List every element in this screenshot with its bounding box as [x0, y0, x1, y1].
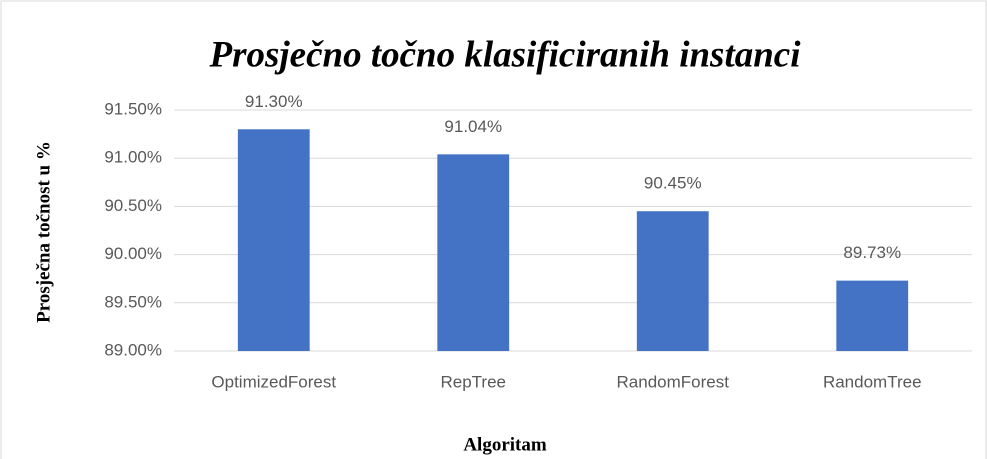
x-tick-label: OptimizedForest — [211, 372, 336, 391]
bar — [437, 154, 510, 351]
x-tick-label: RandomTree — [823, 372, 922, 391]
chart-title: Prosječno točno klasificiranih instanci — [208, 34, 801, 75]
x-tick-label: RepTree — [440, 372, 506, 391]
bar — [636, 211, 709, 351]
y-tick-label: 90.00% — [104, 244, 162, 263]
y-tick-label: 90.50% — [104, 196, 162, 215]
bar — [237, 129, 310, 351]
value-label: 91.30% — [245, 92, 303, 111]
x-axis-label: Algoritam — [463, 434, 547, 455]
bar — [836, 280, 909, 351]
value-label: 91.04% — [444, 117, 502, 136]
x-tick-label: RandomForest — [617, 372, 730, 391]
y-tick-label: 89.00% — [104, 340, 162, 359]
value-label: 89.73% — [843, 243, 901, 262]
y-axis-label: Prosječna točnost u % — [33, 141, 54, 323]
y-tick-label: 91.50% — [104, 99, 162, 118]
y-tick-label: 89.50% — [104, 292, 162, 311]
value-label: 90.45% — [644, 174, 702, 193]
y-tick-label: 91.00% — [104, 148, 162, 167]
